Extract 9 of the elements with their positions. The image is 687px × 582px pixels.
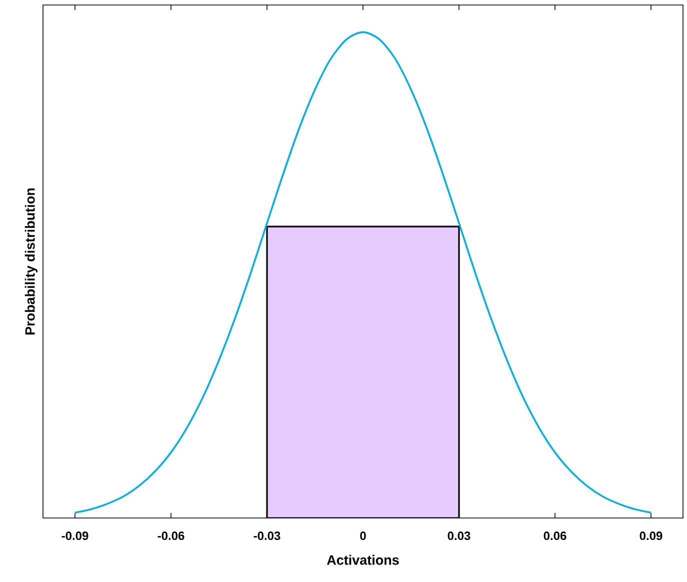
x-tick-label: -0.03 (254, 532, 280, 540)
x-tick-label: 0 (360, 532, 366, 540)
x-tick-label: 0.03 (448, 532, 470, 540)
y-axis-title: Probability distribution (24, 188, 38, 334)
x-axis-title: Activations (326, 554, 399, 565)
x-tick-label: -0.06 (158, 532, 184, 540)
x-tick-label: -0.09 (62, 532, 88, 540)
x-tick-label: 0.06 (544, 532, 566, 540)
x-tick-label: 0.09 (640, 532, 662, 540)
